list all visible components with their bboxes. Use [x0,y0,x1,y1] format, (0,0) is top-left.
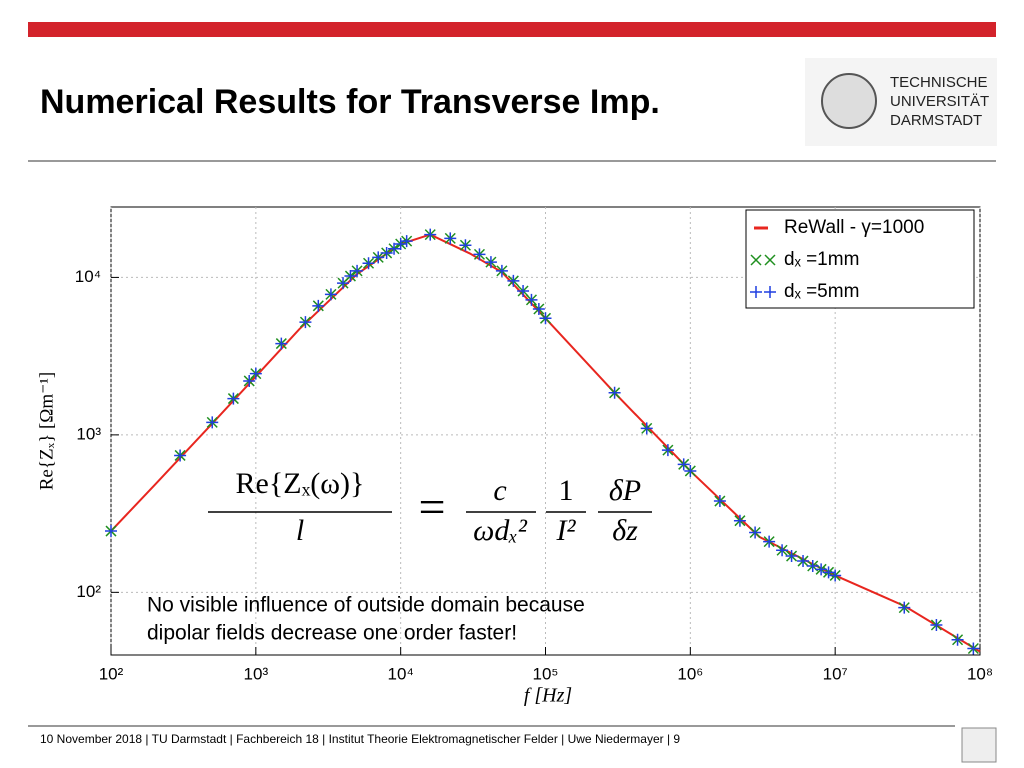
marker [459,239,472,252]
y-tick-label: 10² [76,582,101,601]
logo-emblem [821,73,877,129]
marker [829,569,842,582]
top-bar [28,22,996,37]
legend-swatch [750,286,762,298]
footer-logo [961,727,997,763]
logo-text: UNIVERSITÄT [890,93,989,110]
marker [517,284,530,297]
marker [400,235,413,248]
legend-box [745,209,975,309]
formula-part: Re{Zₓ(ω)} [236,467,365,500]
y-tick-label: 10⁴ [75,267,101,286]
marker [785,550,798,563]
formula-part: c [493,474,506,507]
footer: 10 November 2018 | TU Darmstadt | Fachbe… [40,732,680,746]
marker [243,374,256,387]
marker [684,464,697,477]
marker [776,544,789,557]
logo-text: DARMSTADT [890,112,982,129]
legend-label: ReWall - γ=1000 [784,217,924,238]
marker [299,316,312,329]
marker [608,386,621,399]
marker [806,559,819,572]
marker [967,642,980,655]
x-tick-label: 10⁷ [823,664,848,683]
x-axis-label: f [Hz] [524,685,572,707]
legend-label: dₓ =5mm [784,281,859,302]
marker [930,619,943,632]
marker [394,237,407,250]
marker [362,257,375,270]
marker [525,293,538,306]
y-axis-label: Re{Zₓ} [Ωm⁻¹] [36,372,57,491]
marker [372,251,385,264]
marker [444,232,457,245]
marker [822,566,835,579]
marker [661,444,674,457]
legend-label: dₓ =1mm [784,249,859,270]
marker [507,274,520,287]
marker [677,458,690,471]
formula-part: δz [612,514,638,547]
marker [312,299,325,312]
marker [275,337,288,350]
legend-swatch [764,286,776,298]
marker [763,535,776,548]
marker [815,563,828,576]
marker [797,555,810,568]
x-tick-label: 10² [99,664,124,683]
formula-part: ωdₓ² [473,514,528,547]
marker [388,242,401,255]
marker [532,303,545,316]
note: dipolar fields decrease one order faster… [147,622,517,645]
legend-swatch [750,254,762,266]
formula-part: = [418,481,445,534]
marker [324,288,337,301]
marker [206,416,219,429]
marker [733,514,746,527]
marker [951,633,964,646]
plot [105,206,981,656]
formula-part: 1 [559,474,574,507]
marker [898,601,911,614]
marker [249,367,262,380]
formula-part: δP [609,474,641,507]
marker [344,270,357,283]
x-tick-label: 10⁵ [533,664,559,683]
marker [495,264,508,277]
marker [337,277,350,290]
x-tick-label: 10³ [244,664,269,683]
note: No visible influence of outside domain b… [147,594,585,617]
marker [351,264,364,277]
marker [473,248,486,261]
marker [424,228,437,241]
marker [227,392,240,405]
marker [640,422,653,435]
marker [174,449,187,462]
y-tick-label: 10³ [76,424,101,443]
marker [713,495,726,508]
marker [539,312,552,325]
x-tick-label: 10⁸ [967,664,993,683]
marker [484,256,497,269]
x-tick-label: 10⁶ [677,664,703,683]
legend-swatch [764,254,776,266]
formula-part: l [296,514,304,547]
marker [105,525,117,538]
marker [380,246,393,259]
formula: Re{Zₓ(ω)} l = c ωdₓ² 1 I² δP δz [208,467,652,547]
marker [749,526,762,539]
logo-text: TECHNISCHE [890,74,988,91]
x-tick-label: 10⁴ [388,664,414,683]
slide-title: Numerical Results for Transverse Imp. [40,83,660,121]
formula-part: I² [556,514,577,547]
